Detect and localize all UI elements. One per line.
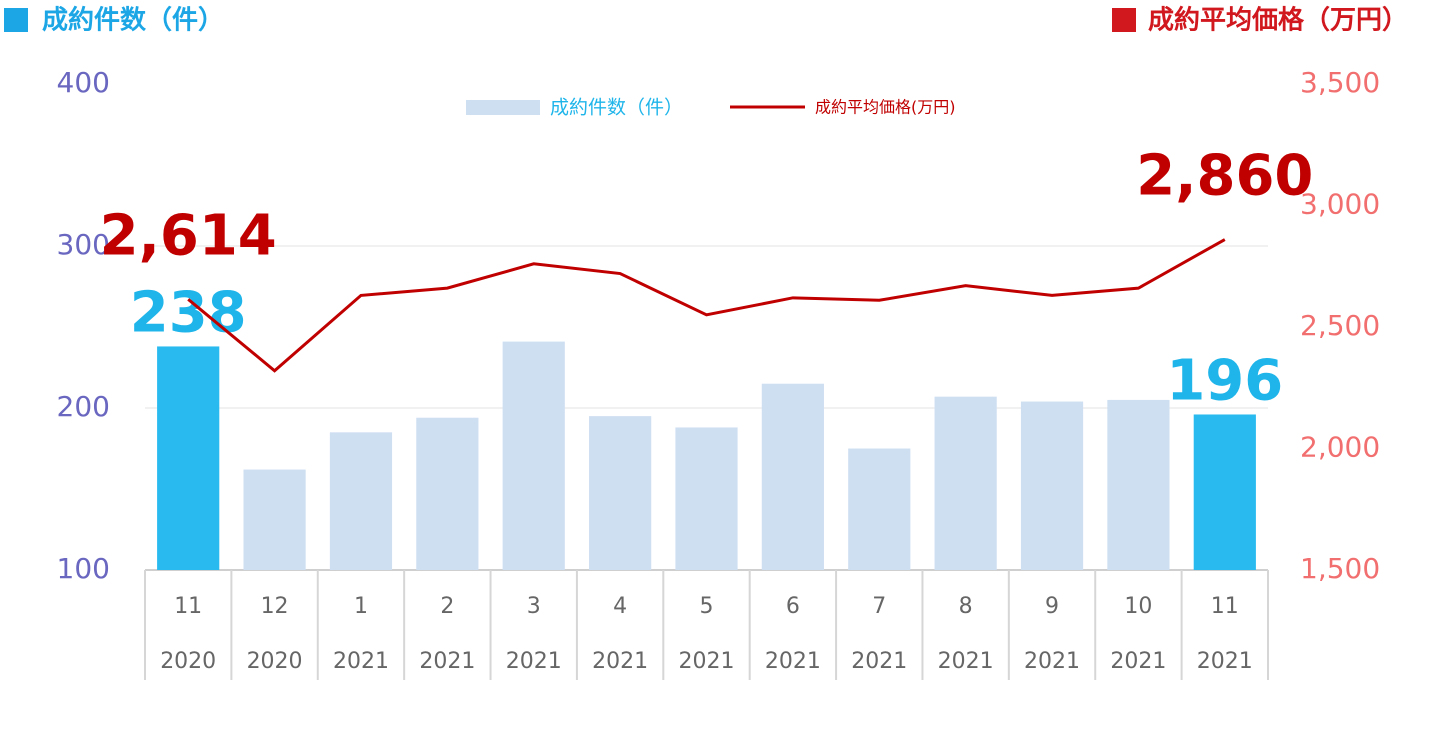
header-icon — [4, 8, 28, 32]
x-tick-label: 2 — [440, 594, 454, 619]
y-tick-label: 400 — [57, 66, 110, 99]
x-tick-label: 5 — [700, 594, 714, 619]
x-tick-label: 10 — [1124, 594, 1152, 619]
x-tick-year: 2021 — [592, 649, 648, 674]
x-tick-label: 7 — [872, 594, 886, 619]
x-tick-year: 2021 — [765, 649, 821, 674]
bar — [848, 448, 911, 570]
bar — [329, 432, 393, 570]
y2-tick-label: 2,000 — [1300, 431, 1380, 464]
x-tick-label: 3 — [527, 594, 541, 619]
x-tick-year: 2021 — [506, 649, 562, 674]
x-tick-label: 1 — [354, 594, 368, 619]
x-tick-year: 2021 — [679, 649, 735, 674]
legend-label: 成約平均価格(万円) — [815, 98, 956, 117]
x-tick-label: 11 — [174, 594, 202, 619]
bar — [761, 383, 824, 570]
bar — [675, 427, 738, 570]
x-tick-label: 12 — [261, 594, 289, 619]
bar — [1193, 414, 1256, 570]
x-tick-label: 8 — [959, 594, 973, 619]
bar — [416, 417, 479, 570]
x-tick-year: 2021 — [1024, 649, 1080, 674]
y-tick-label: 100 — [57, 552, 110, 585]
data-label: 2,614 — [100, 203, 277, 268]
line — [187, 238, 1226, 373]
bar — [1107, 399, 1170, 570]
x-tick-label: 11 — [1211, 594, 1239, 619]
x-tick-year: 2020 — [160, 649, 216, 674]
x-tick-year: 2021 — [333, 649, 389, 674]
bar — [243, 469, 306, 570]
data-label: 238 — [130, 281, 247, 346]
x-tick-label: 9 — [1045, 594, 1059, 619]
bar — [589, 416, 652, 570]
bar — [502, 341, 565, 570]
y2-tick-label: 2,500 — [1300, 309, 1380, 342]
x-tick-year: 2021 — [851, 649, 907, 674]
legend-swatch — [466, 100, 540, 115]
x-tick-label: 4 — [613, 594, 627, 619]
y2-tick-label: 1,500 — [1300, 552, 1380, 585]
x-tick-label: 6 — [786, 594, 800, 619]
data-label: 196 — [1166, 349, 1283, 414]
bar — [1020, 401, 1084, 570]
y-axis-title: 成約件数（件） — [42, 5, 224, 36]
x-tick-year: 2021 — [1197, 649, 1253, 674]
x-tick-year: 2021 — [938, 649, 994, 674]
y-tick-label: 200 — [57, 390, 110, 423]
y2-axis-title: 成約平均価格（万円） — [1148, 5, 1408, 36]
bar — [157, 346, 220, 570]
header-icon — [1112, 8, 1136, 32]
x-tick-year: 2021 — [419, 649, 475, 674]
x-tick-year: 2021 — [1110, 649, 1166, 674]
y2-tick-label: 3,500 — [1300, 66, 1380, 99]
bar — [934, 396, 997, 570]
y2-tick-label: 3,000 — [1300, 188, 1380, 221]
y-tick-label: 300 — [57, 228, 110, 261]
data-label: 2,860 — [1136, 144, 1313, 209]
x-tick-year: 2020 — [247, 649, 303, 674]
legend-label: 成約件数（件） — [550, 97, 683, 119]
